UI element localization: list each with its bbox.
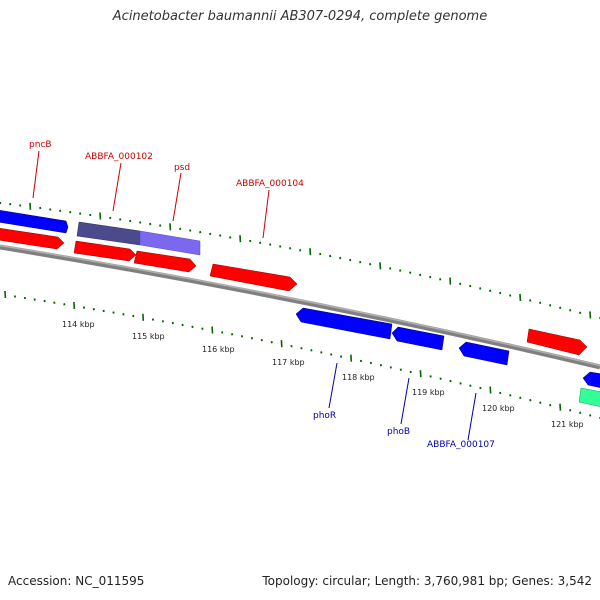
gene-label-psd[interactable]: psd bbox=[174, 163, 190, 173]
gene-label-ABBFA_000104[interactable]: ABBFA_000104 bbox=[236, 179, 304, 189]
gene-arrow-phoR[interactable] bbox=[295, 307, 393, 340]
gene-arrow-pncB[interactable] bbox=[0, 210, 69, 234]
gene-arrow-forward[interactable] bbox=[0, 228, 65, 250]
scale-label: 116 kbp bbox=[202, 345, 235, 354]
gene-label-phoR[interactable]: phoR bbox=[313, 411, 336, 421]
scale-labels: 114 kbp 115 kbp 116 kbp 117 kbp 118 kbp … bbox=[62, 320, 584, 429]
gene-labels: pncB ABBFA_000102 psd ABBFA_000104 phoR … bbox=[29, 140, 495, 450]
gene-arrow-green[interactable] bbox=[578, 387, 600, 407]
topology-stats-text: Topology: circular; Length: 3,760,981 bp… bbox=[262, 574, 592, 588]
label-leaders bbox=[32, 150, 477, 441]
genome-backbone-highlight bbox=[0, 244, 600, 367]
gene-arrow-psd[interactable] bbox=[139, 230, 201, 256]
page-title: Acinetobacter baumannii AB307-0294, comp… bbox=[112, 9, 488, 24]
scale-label: 119 kbp bbox=[412, 388, 445, 397]
gene-arrow-reverse[interactable] bbox=[582, 371, 600, 388]
scale-label: 120 kbp bbox=[482, 404, 515, 413]
gene-arrow-forward[interactable] bbox=[526, 328, 588, 356]
scale-label: 121 kbp bbox=[551, 420, 584, 429]
gene-arrow-ABBFA_000107[interactable] bbox=[458, 341, 510, 366]
scale-label: 114 kbp bbox=[62, 320, 95, 329]
tick-track-upper bbox=[0, 201, 600, 320]
gene-arrow-forward[interactable] bbox=[73, 240, 137, 262]
gene-label-phoB[interactable]: phoB bbox=[387, 427, 410, 437]
gene-label-pncB[interactable]: pncB bbox=[29, 140, 52, 150]
genome-backbone bbox=[0, 244, 600, 370]
scale-label: 117 kbp bbox=[272, 358, 305, 367]
gene-label-ABBFA_000102[interactable]: ABBFA_000102 bbox=[85, 152, 153, 162]
gene-arrow-forward[interactable] bbox=[133, 250, 197, 273]
gene-arrow-ABBFA_000102[interactable] bbox=[76, 221, 141, 246]
gene-arrow-forward[interactable] bbox=[209, 263, 298, 292]
scale-label: 118 kbp bbox=[342, 373, 375, 382]
accession-text: Accession: NC_011595 bbox=[8, 574, 145, 588]
gene-label-ABBFA_000107[interactable]: ABBFA_000107 bbox=[427, 440, 495, 450]
scale-label: 115 kbp bbox=[132, 332, 165, 341]
tick-track-lower bbox=[4, 290, 600, 420]
gene-arrow-phoB[interactable] bbox=[391, 326, 445, 351]
